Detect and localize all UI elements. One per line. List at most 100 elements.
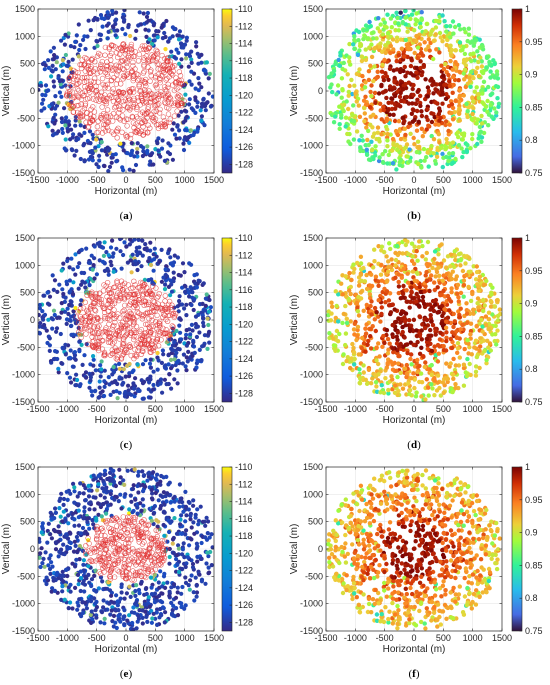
data-point (156, 358, 161, 363)
data-point (426, 123, 431, 128)
data-point-open (110, 351, 116, 357)
data-point (380, 152, 385, 157)
data-point (102, 379, 107, 384)
data-point (343, 294, 349, 299)
data-point (355, 324, 361, 330)
data-point (75, 264, 80, 270)
data-point (97, 385, 102, 390)
data-point (129, 270, 134, 275)
data-point (128, 33, 133, 39)
data-point (494, 342, 499, 347)
data-point (119, 590, 124, 595)
data-point (122, 9, 127, 13)
data-point-open (87, 291, 93, 297)
data-point-open (138, 46, 144, 52)
data-point (168, 357, 174, 362)
data-point (363, 57, 369, 63)
data-point-open (126, 46, 133, 52)
data-point (357, 381, 363, 386)
data-point (199, 52, 204, 58)
data-point (361, 98, 367, 103)
data-point (417, 363, 422, 369)
data-point (361, 308, 366, 313)
data-point-open (167, 332, 174, 338)
data-point (379, 69, 385, 74)
data-point (425, 94, 430, 99)
data-point (91, 357, 96, 362)
data-point (51, 56, 57, 62)
data-point-open (90, 113, 97, 120)
data-point (106, 148, 111, 153)
data-point (418, 371, 424, 376)
data-point (61, 35, 66, 41)
data-point (470, 111, 475, 117)
data-point (431, 260, 437, 266)
data-point (476, 288, 481, 293)
data-point (468, 146, 473, 151)
data-point (135, 150, 140, 155)
data-point (477, 348, 482, 353)
y-tick-label: 0 (318, 315, 323, 325)
data-point (381, 390, 387, 396)
data-point-open (101, 309, 108, 316)
data-point-open (99, 330, 105, 336)
data-point (402, 118, 407, 124)
data-point (385, 269, 391, 274)
data-point (65, 129, 70, 134)
data-point (443, 147, 448, 152)
data-point-open (132, 128, 138, 135)
data-point (171, 603, 176, 609)
data-point (74, 383, 79, 388)
data-point-open (86, 315, 93, 322)
data-point (105, 266, 110, 271)
data-point (351, 103, 356, 108)
data-point (193, 314, 199, 319)
data-point (376, 341, 381, 346)
data-point (54, 329, 59, 334)
data-point (193, 110, 198, 115)
data-point (52, 312, 57, 318)
data-point (374, 384, 379, 389)
data-point (195, 507, 200, 512)
data-point (56, 366, 61, 371)
data-point-open (156, 93, 163, 99)
data-point (151, 387, 156, 392)
data-point (187, 294, 192, 299)
data-point (378, 293, 383, 299)
data-point (371, 36, 376, 41)
data-point (327, 331, 332, 336)
data-point (386, 100, 391, 106)
data-point-open (123, 72, 130, 78)
data-point (455, 341, 461, 346)
data-point-open (113, 355, 120, 362)
data-point (171, 121, 176, 126)
data-point-open (150, 323, 156, 330)
data-point (361, 265, 366, 271)
data-point (97, 394, 102, 399)
data-point (450, 19, 456, 24)
data-point (194, 44, 199, 49)
data-point-open (99, 104, 105, 110)
data-point-open (130, 89, 137, 95)
data-point (468, 84, 473, 90)
data-point (399, 46, 404, 51)
data-point (472, 89, 477, 94)
x-tick-label: 500 (148, 175, 163, 185)
data-point-open (135, 94, 141, 101)
caption-b: (b) (407, 210, 421, 222)
data-point-open (85, 341, 91, 347)
data-point (371, 78, 376, 84)
data-point (368, 24, 373, 29)
data-point (481, 101, 486, 107)
data-point (356, 294, 361, 300)
data-point (379, 305, 384, 310)
data-point (94, 38, 99, 44)
data-point (83, 285, 88, 290)
data-point (450, 105, 456, 111)
data-point-open (79, 316, 85, 322)
data-point-open (159, 306, 166, 312)
data-point (377, 44, 383, 49)
data-point (76, 250, 81, 255)
data-point (376, 16, 381, 21)
data-point-open (154, 48, 161, 55)
